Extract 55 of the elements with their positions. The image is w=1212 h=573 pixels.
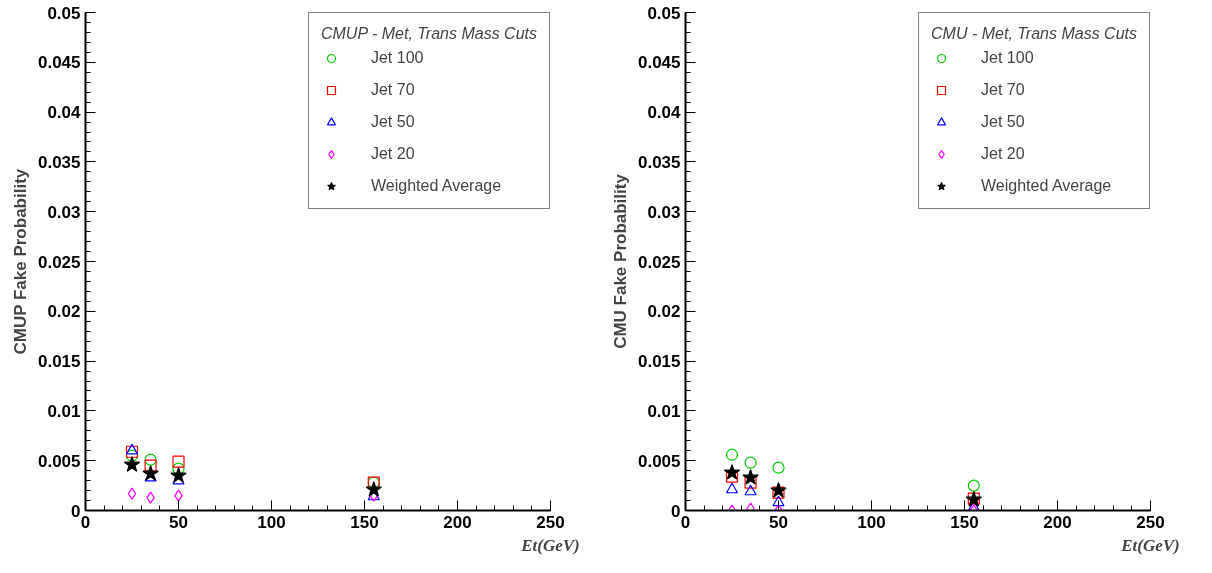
- point: [170, 467, 187, 483]
- legend-title: CMUP - Met, Trans Mass Cuts: [320, 25, 537, 43]
- y-tick-label: 0.005: [37, 451, 81, 471]
- y-tick-label: 0.04: [47, 103, 82, 123]
- y-tick-label: 0.045: [637, 53, 681, 73]
- x-tick-label: 250: [536, 512, 565, 532]
- point: [127, 487, 137, 500]
- y-tick-label: 0.035: [37, 152, 81, 172]
- legend-label: Jet 70: [981, 81, 1025, 99]
- point: [365, 480, 383, 497]
- y-tick-label: 0.05: [47, 3, 81, 23]
- point: [142, 465, 159, 481]
- y-tick-label: 0.01: [47, 401, 81, 421]
- legend-label: Jet 70: [370, 81, 415, 99]
- x-tick-label: 150: [950, 512, 979, 532]
- legend-label: Jet 20: [981, 145, 1025, 163]
- x-axis-title: Et(GeV): [520, 535, 580, 555]
- y-tick-label: 0.045: [37, 53, 81, 73]
- y-tick-label: 0.02: [47, 302, 81, 322]
- x-tick-label: 100: [257, 512, 286, 532]
- point: [172, 462, 185, 475]
- y-axis-title: CMUP Fake Probability: [10, 168, 30, 355]
- y-tick-label: 0.01: [647, 401, 681, 421]
- y-tick-label: 0.04: [647, 103, 682, 123]
- y-tick-label: 0.015: [37, 352, 81, 372]
- legend-label: Jet 50: [370, 113, 415, 131]
- x-tick-label: 50: [169, 512, 188, 532]
- legend-label: Jet 20: [370, 145, 415, 163]
- y-tick-label: 0.025: [37, 252, 81, 272]
- y-tick-label: 0.035: [637, 152, 681, 172]
- y-tick-label: 0.02: [647, 302, 681, 322]
- legend-label: Jet 100: [981, 49, 1034, 67]
- y-tick-label: 0.03: [47, 202, 81, 222]
- y-tick-label: 0.005: [637, 451, 681, 471]
- point: [123, 456, 141, 472]
- point: [172, 455, 185, 468]
- legend-label: Weighted Average: [981, 177, 1112, 195]
- point: [144, 453, 157, 466]
- x-tick-label: 200: [1043, 512, 1072, 532]
- y-tick-label: 0.015: [637, 352, 681, 372]
- x-axis-title: Et(GeV): [1120, 535, 1180, 555]
- legend-label: Jet 100: [370, 49, 424, 67]
- legend-title: CMU - Met, Trans Mass Cuts: [931, 25, 1137, 43]
- y-tick-label: 0.025: [637, 252, 681, 272]
- y-tick-label: 0.05: [647, 3, 681, 23]
- x-tick-label: 50: [769, 512, 788, 532]
- point: [144, 459, 157, 472]
- legend-label: Jet 50: [981, 113, 1025, 131]
- x-tick-label: 100: [857, 512, 886, 532]
- legend-label: Weighted Average: [370, 177, 502, 195]
- y-tick-label: 0.03: [647, 202, 681, 222]
- x-tick-label: 250: [1136, 512, 1165, 532]
- y-axis-title: CMU Fake Probability: [610, 173, 630, 349]
- x-tick-label: 200: [443, 512, 472, 532]
- x-tick-label: 150: [350, 512, 379, 532]
